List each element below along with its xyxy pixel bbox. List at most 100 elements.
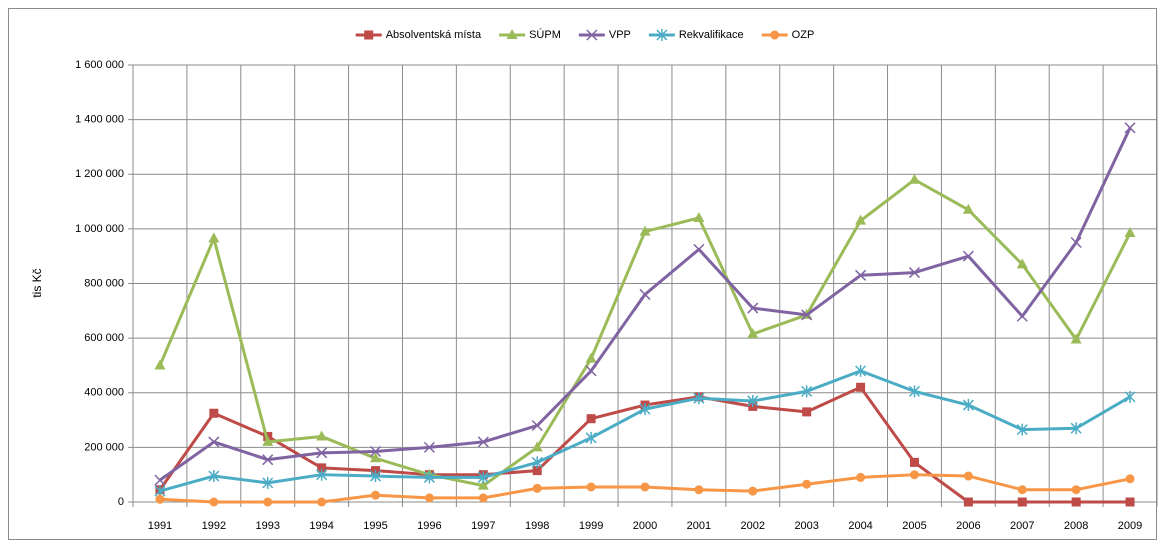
marker <box>1070 333 1082 344</box>
marker <box>424 493 434 503</box>
marker <box>586 29 598 41</box>
legend-label: Absolventská místa <box>386 29 482 41</box>
marker <box>1070 422 1082 435</box>
marker <box>209 497 219 507</box>
marker <box>1016 258 1028 269</box>
marker <box>585 365 597 377</box>
y-tick-label: 1 000 000 <box>75 223 124 235</box>
y-tick-label: 1 400 000 <box>75 114 124 126</box>
x-tick-label: 2007 <box>1010 520 1034 532</box>
marker <box>531 419 543 432</box>
marker <box>1124 226 1136 237</box>
marker <box>477 479 489 490</box>
marker <box>208 470 220 483</box>
marker <box>262 476 274 489</box>
marker <box>316 447 328 459</box>
x-tick-label: 1998 <box>525 520 549 532</box>
y-tick-label: 1 600 000 <box>75 59 124 71</box>
marker <box>370 452 382 463</box>
marker <box>856 382 866 392</box>
marker <box>962 203 974 214</box>
marker <box>423 441 435 453</box>
x-tick-label: 2006 <box>956 520 980 532</box>
x-tick-label: 2001 <box>687 520 711 532</box>
marker <box>478 493 488 503</box>
marker <box>317 497 327 507</box>
marker <box>1070 237 1082 249</box>
marker <box>154 474 166 486</box>
marker <box>855 214 867 225</box>
legend-label: OZP <box>792 29 815 41</box>
legend-label: Rekvalifikace <box>679 29 744 41</box>
marker <box>155 494 165 504</box>
x-tick-label: 2008 <box>1064 520 1088 532</box>
x-tick-label: 2004 <box>848 520 872 532</box>
y-tick-label: 400 000 <box>84 387 124 399</box>
marker <box>908 385 921 398</box>
marker <box>316 468 328 481</box>
marker <box>962 399 974 412</box>
marker <box>262 435 274 446</box>
marker <box>477 471 489 484</box>
marker <box>801 385 813 398</box>
x-tick-label: 1992 <box>202 520 226 532</box>
marker <box>908 267 921 279</box>
marker <box>1071 485 1081 495</box>
marker <box>747 394 759 407</box>
marker <box>748 486 758 496</box>
marker <box>586 414 596 424</box>
marker <box>909 470 919 480</box>
marker <box>209 408 219 418</box>
y-tick-label: 800 000 <box>84 277 124 289</box>
x-tick-label: 2005 <box>902 520 926 532</box>
marker <box>802 407 812 417</box>
marker <box>531 456 543 469</box>
legend: Absolventská místa SÚPM VPP Rekvalifikace OZ… <box>355 28 815 41</box>
marker <box>531 441 543 452</box>
marker <box>585 352 597 363</box>
x-tick-label: 1994 <box>309 520 333 532</box>
marker <box>963 471 973 481</box>
marker <box>506 29 518 39</box>
marker <box>1125 497 1135 507</box>
marker <box>693 211 705 222</box>
marker <box>693 243 705 255</box>
marker <box>963 497 973 507</box>
marker <box>369 445 382 458</box>
x-tick-label: 1996 <box>417 520 441 532</box>
marker <box>585 431 597 444</box>
marker <box>639 225 651 236</box>
x-tick-label: 2003 <box>794 520 818 532</box>
marker <box>532 466 542 476</box>
marker <box>208 232 220 243</box>
marker <box>770 30 780 40</box>
marker <box>532 483 542 493</box>
marker <box>909 457 919 467</box>
marker <box>208 436 220 448</box>
marker <box>693 392 705 405</box>
marker <box>371 490 381 500</box>
x-tick-label: 1999 <box>579 520 603 532</box>
marker <box>802 479 812 489</box>
marker <box>1124 390 1136 403</box>
marker <box>316 430 328 441</box>
x-tick-label: 2002 <box>741 520 765 532</box>
y-tick-label: 200 000 <box>84 441 124 453</box>
marker <box>364 30 374 40</box>
marker <box>962 250 974 262</box>
marker <box>586 482 596 492</box>
marker <box>639 403 651 416</box>
marker <box>1016 423 1028 436</box>
marker <box>1071 497 1081 507</box>
marker <box>1016 310 1028 322</box>
y-axis-label: tis Kč <box>30 268 44 297</box>
marker <box>369 470 382 483</box>
marker <box>747 328 759 339</box>
marker <box>747 302 759 314</box>
marker <box>1125 474 1135 484</box>
x-tick-label: 2000 <box>633 520 657 532</box>
marker <box>908 173 920 184</box>
marker <box>1017 497 1027 507</box>
legend-label: SÚPM <box>529 28 561 41</box>
